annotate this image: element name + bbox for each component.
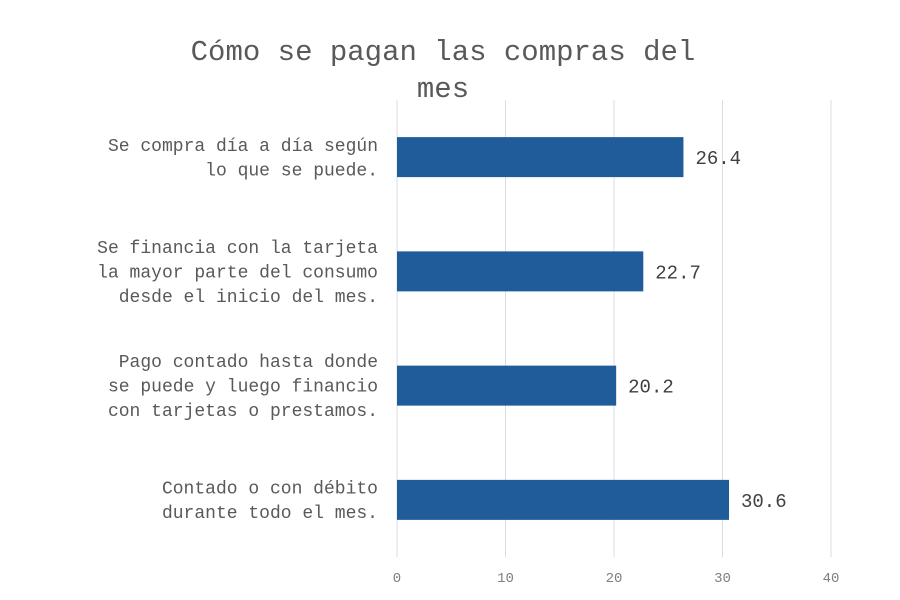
bar [397, 137, 684, 178]
chart-title: Cómo se pagan las compras del mes [191, 36, 696, 106]
x-tick-label: 30 [714, 571, 731, 587]
category-label-line: Se financia con la tarjeta [97, 239, 378, 259]
category-label-line: con tarjetas o prestamos. [108, 402, 378, 422]
category-label-line: la mayor parte del consumo [97, 263, 378, 283]
bar [397, 365, 617, 406]
category-labels: Se compra día a día según lo que se puede… [97, 137, 378, 524]
category-label-line: se puede y luego financio [108, 378, 378, 398]
x-tick-label: 10 [497, 571, 514, 587]
data-label: 26.4 [695, 148, 741, 170]
chart-title-line: mes [417, 73, 469, 106]
category-label-line: desde el inicio del mes. [119, 288, 378, 308]
x-axis-ticks: 0 10 20 30 40 [393, 571, 840, 587]
chart-title-line: Cómo se pagan las compras del [191, 36, 696, 69]
bars: 26.4 22.7 20.2 30.6 [397, 137, 787, 520]
bar [397, 479, 730, 520]
x-tick-label: 0 [393, 571, 401, 587]
data-label: 30.6 [741, 491, 787, 513]
x-tick-label: 20 [606, 571, 623, 587]
x-tick-label: 40 [823, 571, 840, 587]
category-label-line: lo que se puede. [205, 161, 378, 181]
category-label-line: Se compra día a día según [108, 137, 378, 157]
data-label: 20.2 [628, 377, 674, 399]
data-label: 22.7 [655, 262, 701, 284]
category-label-line: durante todo el mes. [162, 504, 378, 524]
category-label-line: Pago contado hasta donde [119, 353, 378, 373]
bar [397, 251, 644, 292]
category-label-line: Contado o con débito [162, 480, 378, 500]
